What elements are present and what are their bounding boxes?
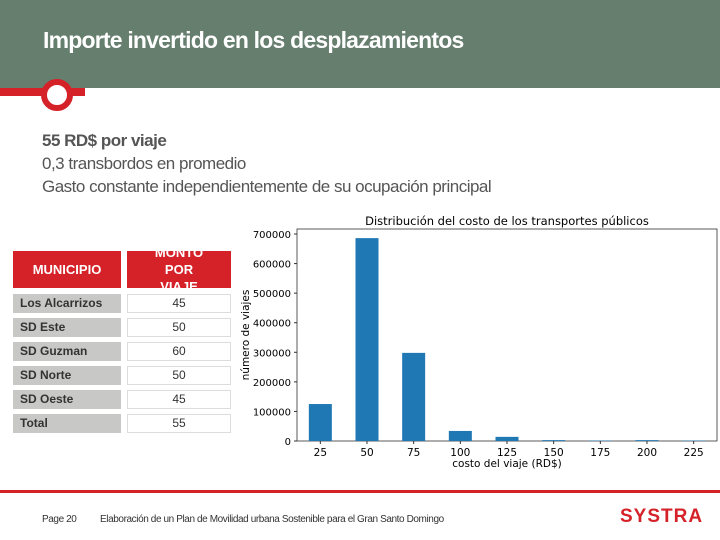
y-tick-label: 0 (285, 437, 291, 448)
table-header-monto: MONTO POR VIAJE (127, 245, 231, 294)
table-header-municipio: MUNICIPIO (13, 251, 121, 288)
x-tick-label: 25 (314, 447, 327, 459)
page-number: Page 20 (42, 514, 77, 525)
y-axis-label: número de viajes (240, 290, 252, 381)
y-tick-label: 100000 (253, 407, 291, 418)
table-cell-monto: 60 (127, 342, 231, 361)
footer-line (0, 490, 720, 493)
bullet-2: 0,3 transbordos en promedio (42, 154, 246, 173)
x-tick-label: 100 (450, 447, 470, 459)
page-title: Importe invertido en los desplazamientos (43, 27, 464, 53)
y-tick-label: 400000 (253, 319, 291, 330)
table-cell-municipio: Los Alcarrizos (13, 294, 121, 313)
bar-chart: Distribución del costo de los transporte… (240, 214, 718, 470)
bar (355, 238, 379, 441)
y-tick-label: 200000 (253, 378, 291, 389)
x-tick-label: 225 (684, 447, 704, 459)
y-tick-label: 500000 (253, 289, 291, 300)
bullet-3: Gasto constante independientemente de su… (42, 177, 492, 196)
bar (402, 352, 426, 441)
table-cell-monto: 55 (127, 414, 231, 433)
bar (542, 440, 566, 441)
bar (448, 430, 472, 441)
x-tick-label: 200 (637, 447, 657, 459)
bullet-1: 55 RD$ por viaje (42, 131, 167, 150)
table-cell-municipio: SD Este (13, 318, 121, 337)
x-tick-label: 75 (407, 447, 420, 459)
table-cell-monto: 45 (127, 294, 231, 313)
bar (308, 404, 332, 441)
table-cell-municipio: SD Norte (13, 366, 121, 385)
x-tick-label: 150 (544, 447, 564, 459)
bar (635, 440, 659, 441)
y-tick-label: 300000 (253, 348, 291, 359)
systra-logo: SYSTRA (620, 506, 704, 527)
footer-text: Elaboración de un Plan de Movilidad urba… (100, 514, 444, 525)
accent-circle-icon (41, 79, 73, 111)
table-cell-municipio: Total (13, 414, 121, 433)
y-tick-label: 600000 (253, 260, 291, 271)
x-tick-label: 175 (590, 447, 610, 459)
chart-title: Distribución del costo de los transporte… (365, 214, 649, 228)
x-tick-label: 125 (497, 447, 517, 459)
table-cell-monto: 50 (127, 366, 231, 385)
header-bar (0, 0, 720, 88)
x-tick-label: 50 (360, 447, 373, 459)
table-cell-municipio: SD Oeste (13, 390, 121, 409)
table-cell-municipio: SD Guzman (13, 342, 121, 361)
y-tick-label: 700000 (253, 230, 291, 241)
bar (495, 436, 519, 441)
x-axis-label: costo del viaje (RD$) (452, 458, 561, 470)
table-cell-monto: 50 (127, 318, 231, 337)
table-cell-monto: 45 (127, 390, 231, 409)
